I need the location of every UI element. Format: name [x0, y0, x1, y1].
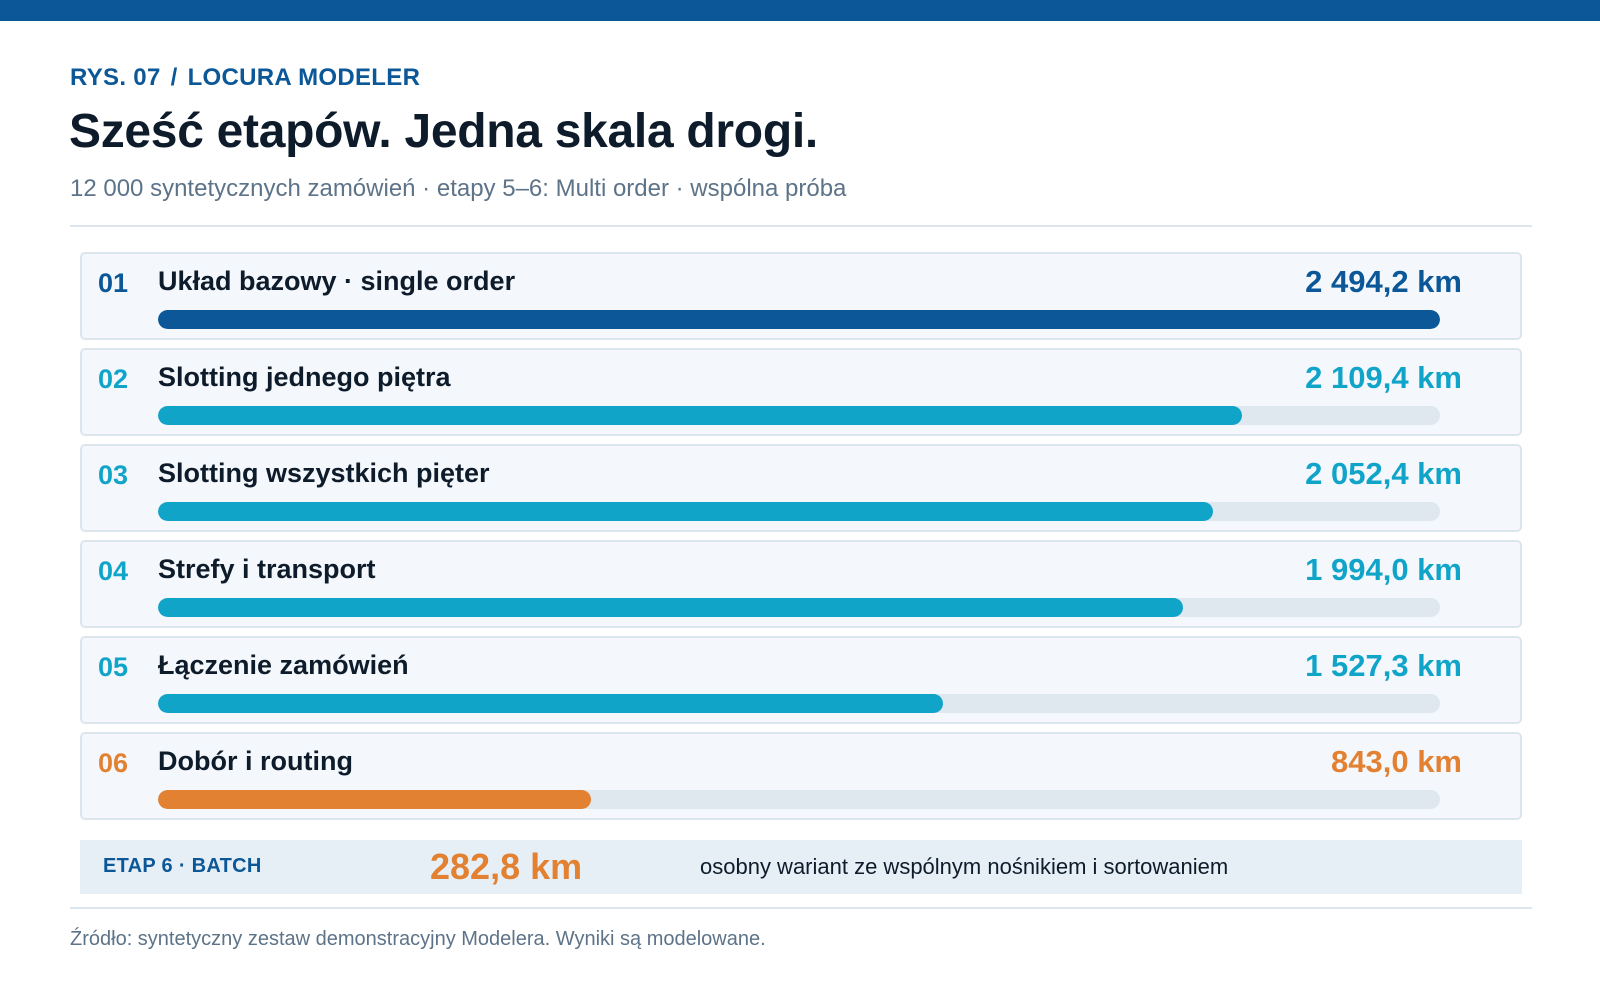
- divider-top: [70, 225, 1532, 227]
- stage-row: 06 Dobór i routing 843,0 km: [80, 732, 1522, 820]
- page-subtitle: 12 000 syntetycznych zamówień · etapy 5–…: [70, 175, 847, 202]
- batch-note: osobny wariant ze wspólnym nośnikiem i s…: [700, 854, 1229, 879]
- stage-value: 1 994,0 km: [1305, 552, 1462, 587]
- source-note: Źródło: syntetyczny zestaw demonstracyjn…: [70, 928, 766, 950]
- stage-bar-track: [158, 310, 1440, 329]
- figure-kicker: RYS. 07 / LOCURA MODELER: [70, 64, 420, 92]
- figure-number: RYS. 07: [70, 64, 161, 91]
- stage-bar-chart: 01 Układ bazowy · single order 2 494,2 km 0…: [80, 252, 1522, 828]
- stage-bar: [158, 598, 1183, 617]
- stage-bar-track: [158, 694, 1440, 713]
- kicker-separator: /: [170, 64, 178, 91]
- stage-bar-track: [158, 502, 1440, 521]
- stage-label: Slotting wszystkich pięter: [158, 458, 490, 488]
- stage-bar: [158, 406, 1243, 425]
- stage-label: Slotting jednego piętra: [158, 362, 451, 392]
- page-title: Sześć etapów. Jedna skala drogi.: [69, 105, 818, 158]
- batch-value: 282,8 km: [430, 846, 583, 887]
- stage-value: 2 052,4 km: [1305, 456, 1462, 491]
- stage-row: 04 Strefy i transport 1 994,0 km: [80, 540, 1522, 628]
- brand-name: LOCURA MODELER: [187, 64, 421, 91]
- stage-bar-track: [158, 790, 1440, 809]
- stage-row: 05 Łączenie zamówień 1 527,3 km: [80, 636, 1522, 724]
- stage-row: 03 Slotting wszystkich pięter 2 052,4 km: [80, 444, 1522, 532]
- stage-bar-track: [158, 406, 1440, 425]
- batch-summary: ETAP 6 · BATCH 282,8 km osobny wariant z…: [80, 840, 1522, 894]
- stage-number: 05: [98, 652, 129, 682]
- stage-value: 2 494,2 km: [1305, 264, 1462, 299]
- stage-row: 01 Układ bazowy · single order 2 494,2 km: [80, 252, 1522, 340]
- stage-label: Układ bazowy · single order: [158, 266, 516, 296]
- stage-bar: [158, 502, 1213, 521]
- stage-bar: [158, 694, 944, 713]
- stage-number: 03: [98, 460, 129, 490]
- stage-value: 2 109,4 km: [1305, 360, 1462, 395]
- top-accent-bar: [0, 0, 1600, 21]
- stage-number: 01: [98, 268, 129, 298]
- divider-bottom: [70, 907, 1532, 909]
- stage-row: 02 Slotting jednego piętra 2 109,4 km: [80, 348, 1522, 436]
- stage-bar-track: [158, 598, 1440, 617]
- stage-value: 843,0 km: [1331, 744, 1462, 779]
- stage-bar: [158, 310, 1440, 329]
- stage-number: 02: [98, 364, 129, 394]
- stage-number: 04: [98, 556, 129, 586]
- stage-label: Łączenie zamówień: [158, 650, 409, 680]
- batch-label: ETAP 6 · BATCH: [103, 855, 262, 877]
- stage-number: 06: [98, 748, 129, 778]
- stage-bar: [158, 790, 592, 809]
- stage-value: 1 527,3 km: [1305, 648, 1462, 683]
- stage-label: Dobór i routing: [158, 746, 353, 776]
- stage-label: Strefy i transport: [158, 554, 376, 584]
